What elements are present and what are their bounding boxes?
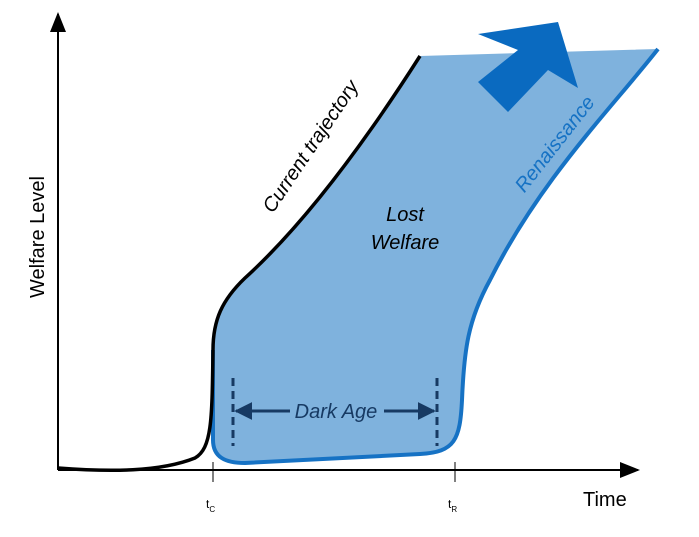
dark-age-label: Dark Age — [295, 401, 378, 423]
lost-welfare-label-line2: Welfare — [371, 232, 440, 254]
tick-tr-label: tR — [448, 497, 457, 514]
lost-welfare-region — [213, 49, 658, 463]
y-axis-label: Welfare Level — [27, 176, 49, 298]
x-axis-label: Time — [583, 489, 627, 511]
arrow-up-right-icon — [478, 22, 578, 112]
current-trajectory-curve — [57, 55, 422, 473]
renaissance-curve — [211, 47, 660, 466]
tick-tc-label: tC — [206, 497, 215, 514]
lost-welfare-label-line1: Lost — [386, 204, 425, 226]
